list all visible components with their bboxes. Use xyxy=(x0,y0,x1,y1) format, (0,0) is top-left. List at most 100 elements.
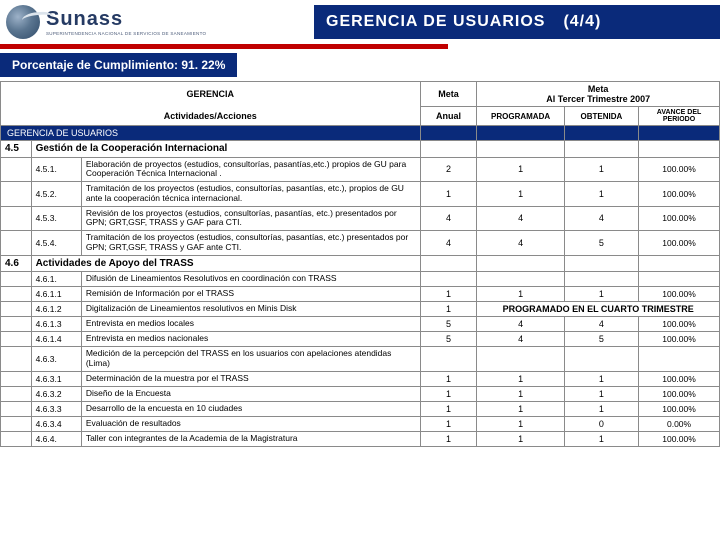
table-row: 4.5.3.Revisión de los proyectos (estudio… xyxy=(1,206,720,231)
row-obt: 1 xyxy=(564,182,638,207)
th-gerencia: GERENCIA xyxy=(1,82,421,107)
row-anual: 1 xyxy=(420,386,477,401)
row-desc: Desarrollo de la encuesta en 10 ciudades xyxy=(81,401,420,416)
th-programada: PROGRAMADA xyxy=(477,107,564,126)
row-code: 4.5.2. xyxy=(31,182,81,207)
row-anual: 1 xyxy=(420,401,477,416)
row-pct: 100.00% xyxy=(639,157,720,182)
th-avance: AVANCE DEL PERIODO xyxy=(639,107,720,126)
page-title: GERENCIA DE USUARIOS xyxy=(326,13,545,31)
compliance-text: Porcentaje de Cumplimiento: 91. 22% xyxy=(12,58,225,72)
row-prog: 4 xyxy=(477,231,564,256)
row-obt: 5 xyxy=(564,332,638,347)
row-obt: 1 xyxy=(564,287,638,302)
row-obt: 1 xyxy=(564,431,638,446)
row-pct: 100.00% xyxy=(639,287,720,302)
row-desc: Diseño de la Encuesta xyxy=(81,386,420,401)
row-pct: 100.00% xyxy=(639,386,720,401)
row-code: 4.5.4. xyxy=(31,231,81,256)
row-prog xyxy=(477,347,564,372)
row-pct: 0.00% xyxy=(639,416,720,431)
row-pct: 100.00% xyxy=(639,206,720,231)
group-row: 4.6Actividades de Apoyo del TRASS xyxy=(1,255,720,272)
brand-name: Sunass xyxy=(46,8,206,31)
row-obt: 4 xyxy=(564,317,638,332)
row-code: 4.6.3.2 xyxy=(31,386,81,401)
row-desc: Tramitación de los proyectos (estudios, … xyxy=(81,231,420,256)
row-prog: 1 xyxy=(477,386,564,401)
row-code: 4.6.3. xyxy=(31,347,81,372)
row-obt: 1 xyxy=(564,157,638,182)
row-obt: 5 xyxy=(564,231,638,256)
table-head: GERENCIA Meta Meta Al Tercer Trimestre 2… xyxy=(1,82,720,141)
row-anual xyxy=(420,272,477,287)
group-code: 4.5 xyxy=(1,141,32,158)
table-row: 4.6.1.1Remisión de Información por el TR… xyxy=(1,287,720,302)
row-obt: 1 xyxy=(564,401,638,416)
logo: Sunass SUPERINTENDENCIA NACIONAL DE SERV… xyxy=(0,3,314,41)
th-anual: Anual xyxy=(420,107,477,126)
th-meta: Meta xyxy=(420,82,477,107)
row-prog: 1 xyxy=(477,157,564,182)
row-anual: 2 xyxy=(420,157,477,182)
row-obt: 1 xyxy=(564,386,638,401)
row-pct: 100.00% xyxy=(639,401,720,416)
th-obtenida: OBTENIDA xyxy=(564,107,638,126)
row-desc: Entrevista en medios locales xyxy=(81,317,420,332)
row-pct xyxy=(639,347,720,372)
row-pct: 100.00% xyxy=(639,231,720,256)
row-code: 4.5.1. xyxy=(31,157,81,182)
table-row: 4.6.1.2Digitalización de Lineamientos re… xyxy=(1,302,720,317)
row-desc: Entrevista en medios nacionales xyxy=(81,332,420,347)
group-code: 4.6 xyxy=(1,255,32,272)
row-code: 4.6.1.3 xyxy=(31,317,81,332)
row-prog: 4 xyxy=(477,317,564,332)
row-desc: Medición de la percepción del TRASS en l… xyxy=(81,347,420,372)
row-code: 4.6.3.4 xyxy=(31,416,81,431)
row-obt: 1 xyxy=(564,371,638,386)
row-desc: Taller con integrantes de la Academia de… xyxy=(81,431,420,446)
row-code: 4.5.3. xyxy=(31,206,81,231)
table-row: 4.5.1.Elaboración de proyectos (estudios… xyxy=(1,157,720,182)
row-prog: 1 xyxy=(477,371,564,386)
logo-text: Sunass SUPERINTENDENCIA NACIONAL DE SERV… xyxy=(46,8,206,36)
row-anual: 1 xyxy=(420,416,477,431)
row-obt: 4 xyxy=(564,206,638,231)
row-prog: 1 xyxy=(477,416,564,431)
row-desc: Remisión de Información por el TRASS xyxy=(81,287,420,302)
row-anual: 1 xyxy=(420,287,477,302)
row-obt xyxy=(564,347,638,372)
header-row: Sunass SUPERINTENDENCIA NACIONAL DE SERV… xyxy=(0,0,720,44)
table-row: 4.6.1.Difusión de Lineamientos Resolutiv… xyxy=(1,272,720,287)
table-row: 4.6.4.Taller con integrantes de la Acade… xyxy=(1,431,720,446)
row-desc: Revisión de los proyectos (estudios, con… xyxy=(81,206,420,231)
table-row: 4.6.3.Medición de la percepción del TRAS… xyxy=(1,347,720,372)
row-anual: 1 xyxy=(420,431,477,446)
row-pct: 100.00% xyxy=(639,182,720,207)
row-obt: 0 xyxy=(564,416,638,431)
row-pct: 100.00% xyxy=(639,317,720,332)
row-pct: 100.00% xyxy=(639,371,720,386)
row-anual: 4 xyxy=(420,231,477,256)
row-prog xyxy=(477,272,564,287)
row-anual: 5 xyxy=(420,317,477,332)
row-anual: 1 xyxy=(420,182,477,207)
data-table: GERENCIA Meta Meta Al Tercer Trimestre 2… xyxy=(0,81,720,447)
row-anual: 1 xyxy=(420,371,477,386)
table-row: 4.6.1.3Entrevista en medios locales54410… xyxy=(1,317,720,332)
row-desc: Digitalización de Lineamientos resolutiv… xyxy=(81,302,420,317)
row-anual: 5 xyxy=(420,332,477,347)
page-indicator: (4/4) xyxy=(563,13,601,31)
row-prog: 1 xyxy=(477,431,564,446)
table-row: 4.6.1.4Entrevista en medios nacionales54… xyxy=(1,332,720,347)
row-code: 4.6.4. xyxy=(31,431,81,446)
row-pct: 100.00% xyxy=(639,431,720,446)
row-anual: 4 xyxy=(420,206,477,231)
group-row: 4.5Gestión de la Cooperación Internacion… xyxy=(1,141,720,158)
table-row: 4.6.3.1Determinación de la muestra por e… xyxy=(1,371,720,386)
row-pct xyxy=(639,272,720,287)
row-anual: 1 xyxy=(420,302,477,317)
merged-note: PROGRAMADO EN EL CUARTO TRIMESTRE xyxy=(477,302,720,317)
group-title: Actividades de Apoyo del TRASS xyxy=(31,255,420,272)
row-desc: Elaboración de proyectos (estudios, cons… xyxy=(81,157,420,182)
